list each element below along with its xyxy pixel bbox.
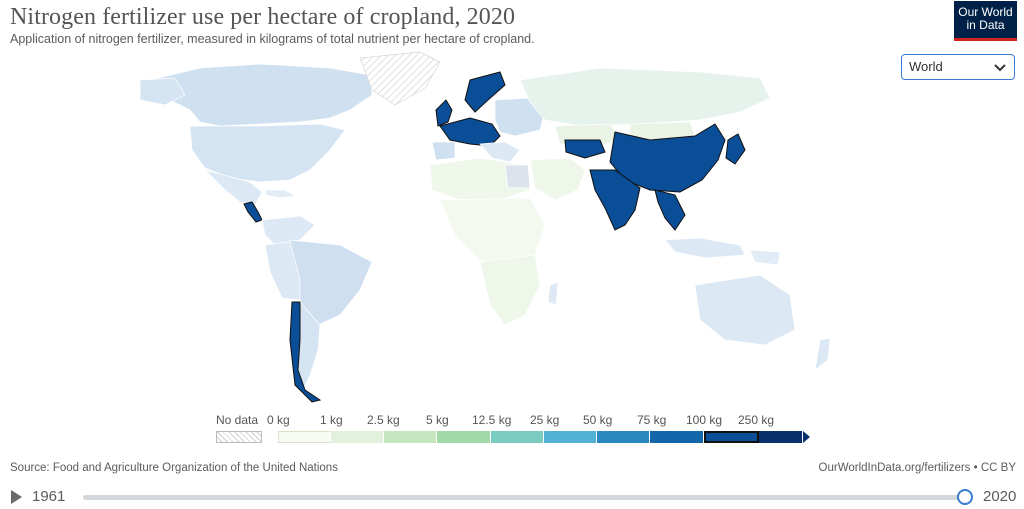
country-russia[interactable] bbox=[519, 67, 771, 127]
logo-red-bar bbox=[954, 38, 1017, 41]
region-select-value: World bbox=[909, 59, 943, 74]
country-colombia-venezuela[interactable] bbox=[261, 215, 316, 246]
timeline-handle[interactable] bbox=[957, 489, 973, 505]
country-north-africa[interactable] bbox=[429, 157, 531, 201]
legend-label-8: 100 kg bbox=[686, 413, 723, 427]
country-papua-new-guinea[interactable] bbox=[749, 249, 781, 266]
play-icon[interactable] bbox=[11, 490, 22, 504]
legend-label-0: 0 kg bbox=[267, 413, 290, 427]
country-italy-balkans[interactable] bbox=[479, 141, 521, 163]
country-southern-africa[interactable] bbox=[479, 254, 541, 326]
country-scandinavia[interactable] bbox=[464, 71, 506, 113]
legend-no-data-swatch[interactable] bbox=[216, 431, 262, 443]
legend-bin-0[interactable] bbox=[278, 431, 331, 443]
owid-logo[interactable]: Our World in Data bbox=[954, 1, 1017, 41]
region-select[interactable]: World bbox=[901, 54, 1015, 80]
legend-bin-5[interactable] bbox=[544, 431, 597, 443]
legend-bin-6[interactable] bbox=[597, 431, 650, 443]
timeline-track[interactable] bbox=[83, 495, 963, 500]
country-greenland[interactable] bbox=[359, 51, 441, 106]
legend-bin-2[interactable] bbox=[384, 431, 437, 443]
legend-bin-8-highlighted[interactable] bbox=[704, 431, 759, 443]
country-egypt[interactable] bbox=[504, 164, 531, 189]
legend-open-end-arrow bbox=[803, 431, 810, 443]
country-indonesia[interactable] bbox=[664, 237, 746, 259]
legend-bin-3[interactable] bbox=[437, 431, 491, 443]
country-alaska[interactable] bbox=[139, 77, 186, 106]
logo-line-1: Our World bbox=[958, 5, 1013, 19]
logo-line-2: in Data bbox=[966, 18, 1005, 32]
chart-subtitle: Application of nitrogen fertilizer, meas… bbox=[10, 32, 535, 46]
legend-label-4: 12.5 kg bbox=[472, 413, 512, 427]
source-note[interactable]: Source: Food and Agriculture Organizatio… bbox=[10, 462, 338, 474]
country-madagascar[interactable] bbox=[547, 281, 559, 306]
map-legend: No data 0 kg 1 kg 2.5 kg 5 kg 12.5 kg 25… bbox=[210, 410, 820, 446]
country-western-europe[interactable] bbox=[439, 117, 501, 147]
country-usa[interactable] bbox=[189, 123, 346, 183]
legend-bin-9[interactable] bbox=[759, 431, 803, 443]
legend-label-2: 2.5 kg bbox=[367, 413, 400, 427]
country-iberia[interactable] bbox=[431, 141, 456, 161]
country-chile[interactable] bbox=[289, 301, 322, 403]
chart-title: Nitrogen fertilizer use per hectare of c… bbox=[10, 4, 516, 30]
legend-label-6: 50 kg bbox=[583, 413, 613, 427]
central-america[interactable] bbox=[243, 201, 263, 223]
timeline-end-year[interactable]: 2020 bbox=[983, 488, 1017, 505]
country-japan-korea[interactable] bbox=[725, 133, 746, 165]
country-new-zealand[interactable] bbox=[814, 337, 831, 371]
country-uk-ireland[interactable] bbox=[435, 99, 453, 127]
caribbean[interactable] bbox=[264, 189, 297, 199]
country-india[interactable] bbox=[589, 169, 641, 231]
legend-bin-7[interactable] bbox=[650, 431, 704, 443]
timeline: 1961 2020 bbox=[0, 485, 1024, 509]
country-mexico[interactable] bbox=[203, 169, 263, 206]
legend-bin-1[interactable] bbox=[331, 431, 384, 443]
chevron-down-icon bbox=[994, 64, 1006, 72]
country-southeast-asia[interactable] bbox=[654, 189, 686, 231]
legend-label-3: 5 kg bbox=[426, 413, 449, 427]
legend-no-data-label: No data bbox=[216, 413, 259, 427]
legend-label-7: 75 kg bbox=[637, 413, 667, 427]
credit-link[interactable]: OurWorldInData.org/fertilizers • CC BY bbox=[818, 462, 1016, 474]
country-central-asia[interactable] bbox=[564, 139, 606, 159]
country-middle-east[interactable] bbox=[529, 157, 586, 201]
country-canada[interactable] bbox=[149, 63, 373, 127]
legend-bin-4[interactable] bbox=[491, 431, 544, 443]
world-map[interactable] bbox=[0, 40, 900, 405]
timeline-start-year[interactable]: 1961 bbox=[32, 488, 66, 505]
legend-label-5: 25 kg bbox=[530, 413, 560, 427]
legend-label-1: 1 kg bbox=[320, 413, 343, 427]
legend-label-9: 250 kg bbox=[738, 413, 775, 427]
country-australia[interactable] bbox=[694, 274, 796, 346]
country-peru-bolivia[interactable] bbox=[264, 241, 301, 301]
